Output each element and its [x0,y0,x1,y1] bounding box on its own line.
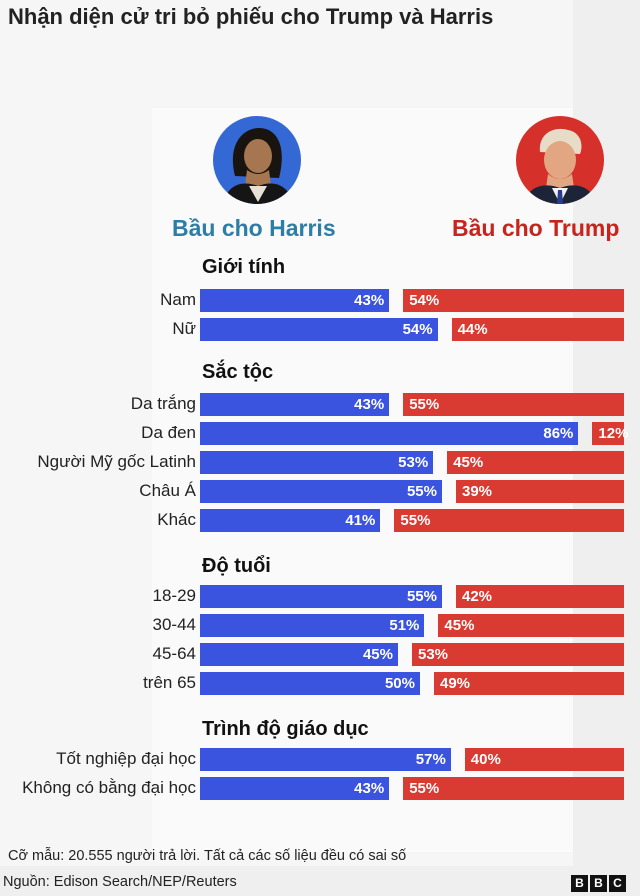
harris-bar: 41% [200,509,381,532]
harris-value-label: 43% [354,396,385,413]
trump-bar: 53% [412,643,624,666]
row-label: Người Mỹ gốc Latinh [37,452,196,471]
trump-value-label: 45% [444,617,475,634]
harris-value-label: 57% [415,751,446,768]
row-label: Không có bằng đại học [22,778,196,797]
row-label: Nữ [172,319,196,338]
bbc-logo-b2: B [590,875,607,892]
harris-value-label: 43% [354,292,385,309]
trump-value-label: 12% [598,425,629,442]
harris-value-label: 43% [354,780,385,797]
harris-bar: 43% [200,777,390,800]
harris-value-label: 55% [406,588,437,605]
trump-bar: 42% [456,585,624,608]
trump-bar: 44% [451,318,624,341]
row-label: Da đen [141,423,196,442]
trump-value-label: 49% [440,675,471,692]
harris-bar: 55% [200,480,442,503]
trump-bar: 54% [403,289,624,312]
row-label: trên 65 [143,673,196,692]
harris-bar: 50% [200,672,420,695]
trump-bar: 45% [447,451,624,474]
trump-value-label: 53% [418,646,449,663]
section-title: Sắc tộc [202,361,274,383]
harris-bar: 55% [200,585,442,608]
harris-value-label: 45% [362,646,393,663]
harris-value-label: 41% [345,512,376,529]
trump-bar: 55% [394,509,624,532]
trump-bar: 55% [403,777,624,800]
harris-bar: 57% [200,748,451,771]
harris-value-label: 86% [543,425,574,442]
row-label: Khác [157,510,196,529]
trump-bar: 45% [438,614,624,637]
trump-value-label: 45% [453,454,484,471]
row-label: 45-64 [152,644,196,663]
row-label: 30-44 [152,615,196,634]
row-label: Châu Á [139,481,196,500]
harris-bar: 54% [200,318,438,341]
harris-bar: 51% [200,614,425,637]
source-text: Nguồn: Edison Search/NEP/Reuters [3,874,237,890]
trump-value-label: 55% [409,396,440,413]
trump-portrait [516,116,604,204]
harris-label: Bầu cho Harris [172,215,336,241]
row-label: 18-29 [152,586,196,605]
harris-bar: 43% [200,393,390,416]
section-title: Độ tuổi [202,555,271,577]
trump-bar: 40% [464,748,624,771]
trump-bar: 55% [403,393,624,416]
trump-bar: 49% [434,672,624,695]
trump-bar: 12% [592,422,628,445]
harris-bar: 43% [200,289,390,312]
harris-value-label: 51% [389,617,420,634]
trump-value-label: 54% [409,292,440,309]
row-label: Nam [160,290,196,309]
trump-value-label: 55% [409,780,440,797]
harris-bar: 45% [200,643,398,666]
trump-bar: 39% [456,480,624,503]
harris-portrait [213,116,301,204]
bbc-logo-b1: B [571,875,588,892]
harris-value-label: 55% [406,483,437,500]
trump-value-label: 42% [462,588,493,605]
harris-bar: 53% [200,451,434,474]
harris-value-label: 53% [398,454,429,471]
trump-value-label: 40% [470,751,501,768]
harris-value-label: 50% [384,675,415,692]
trump-value-label: 44% [457,321,488,338]
bbc-logo-c: C [609,875,626,892]
sample-note: Cỡ mẫu: 20.555 người trả lời. Tất cả các… [8,848,407,864]
trump-value-label: 39% [462,483,493,500]
harris-bar: 86% [200,422,579,445]
trump-value-label: 55% [400,512,431,529]
harris-value-label: 54% [402,321,433,338]
chart-title: Nhận diện cử tri bỏ phiếu cho Trump và H… [8,4,494,29]
row-label: Tốt nghiệp đại học [56,749,196,768]
bbc-logo: B B C [571,875,626,892]
section-title: Trình độ giáo dục [202,718,369,740]
trump-label: Bầu cho Trump [452,215,620,241]
row-label: Da trắng [130,394,196,413]
section-title: Giới tính [202,256,286,278]
